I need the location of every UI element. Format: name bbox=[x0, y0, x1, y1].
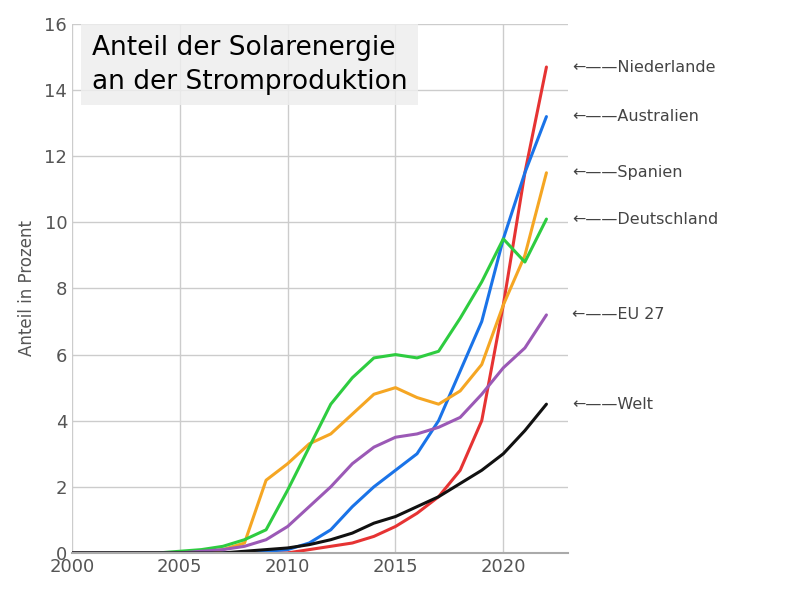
Text: ←——Spanien: ←——Spanien bbox=[572, 165, 683, 180]
Text: ←——Niederlande: ←——Niederlande bbox=[572, 59, 716, 75]
Text: ←——Deutschland: ←——Deutschland bbox=[572, 212, 718, 227]
Text: ←——Australien: ←——Australien bbox=[572, 109, 699, 124]
Text: ←——EU 27: ←——EU 27 bbox=[572, 308, 665, 322]
Text: ←——Welt: ←——Welt bbox=[572, 397, 654, 412]
Y-axis label: Anteil in Prozent: Anteil in Prozent bbox=[18, 221, 36, 356]
Text: Anteil der Solarenergie
an der Stromproduktion: Anteil der Solarenergie an der Stromprod… bbox=[92, 35, 407, 94]
